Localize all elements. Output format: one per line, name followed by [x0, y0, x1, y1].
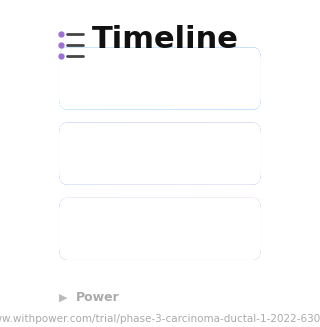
- Text: Treatment ~: Treatment ~: [72, 145, 185, 163]
- Text: www.withpower.com/trial/phase-3-carcinoma-ductal-1-2022-630b3: www.withpower.com/trial/phase-3-carcinom…: [0, 314, 320, 324]
- Text: Varies: Varies: [197, 145, 252, 163]
- Text: Screening ~: Screening ~: [72, 69, 183, 88]
- Text: Follow ups ~: Follow ups ~: [72, 220, 188, 238]
- Text: Timeline: Timeline: [92, 25, 239, 54]
- Text: up to 4-6 weeks: up to 4-6 weeks: [108, 220, 252, 238]
- Text: 3 weeks: 3 weeks: [178, 69, 252, 88]
- Text: ▶: ▶: [59, 293, 68, 302]
- FancyBboxPatch shape: [59, 47, 261, 110]
- Text: Power: Power: [76, 291, 119, 304]
- FancyBboxPatch shape: [59, 123, 261, 185]
- FancyBboxPatch shape: [59, 198, 261, 260]
